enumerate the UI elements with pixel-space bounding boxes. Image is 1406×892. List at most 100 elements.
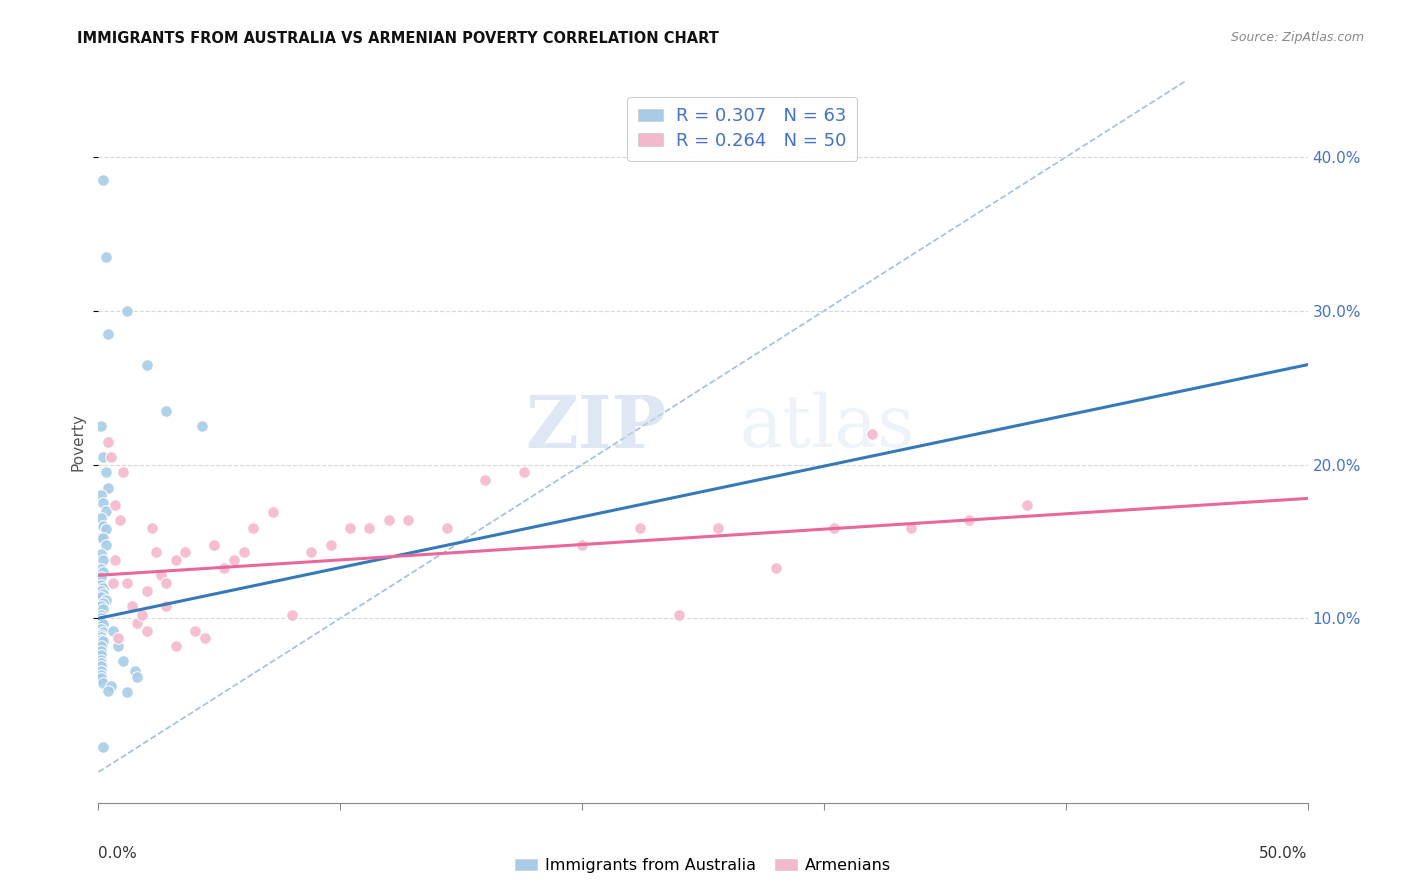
Point <box>90 488 112 502</box>
Point <box>101 576 124 591</box>
Point <box>174 545 197 559</box>
Point <box>90 628 112 642</box>
Point <box>281 608 304 623</box>
Point <box>90 622 112 636</box>
Point <box>212 560 235 574</box>
Point <box>108 513 131 527</box>
Point <box>100 450 122 464</box>
Point <box>91 553 114 567</box>
Point <box>155 404 177 418</box>
Point <box>127 670 149 684</box>
Point <box>104 498 127 512</box>
Point <box>90 630 112 644</box>
Text: 50.0%: 50.0% <box>1260 846 1308 861</box>
Point <box>100 679 122 693</box>
Point <box>90 656 112 670</box>
Point <box>111 465 134 479</box>
Point <box>91 587 114 601</box>
Point <box>90 653 112 667</box>
Point <box>155 599 177 613</box>
Point <box>706 521 728 535</box>
Point <box>121 599 143 613</box>
Point <box>90 615 112 629</box>
Point <box>165 639 187 653</box>
Point <box>90 643 112 657</box>
Text: Source: ZipAtlas.com: Source: ZipAtlas.com <box>1230 31 1364 45</box>
Point <box>124 664 146 678</box>
Legend: R = 0.307   N = 63, R = 0.264   N = 50: R = 0.307 N = 63, R = 0.264 N = 50 <box>627 96 858 161</box>
Text: atlas: atlas <box>740 392 915 462</box>
Point <box>900 521 922 535</box>
Point <box>127 615 149 630</box>
Point <box>90 511 112 525</box>
Text: IMMIGRANTS FROM AUSTRALIA VS ARMENIAN POVERTY CORRELATION CHART: IMMIGRANTS FROM AUSTRALIA VS ARMENIAN PO… <box>77 31 720 46</box>
Point <box>91 450 114 464</box>
Point <box>94 522 117 536</box>
Point <box>145 545 167 559</box>
Point <box>359 521 381 535</box>
Point <box>90 664 112 678</box>
Point <box>97 434 120 449</box>
Point <box>91 596 114 610</box>
Point <box>204 537 226 551</box>
Point <box>90 608 112 623</box>
Point <box>91 740 114 755</box>
Point <box>135 583 157 598</box>
Point <box>90 671 112 685</box>
Point <box>90 532 112 546</box>
Point <box>91 173 114 187</box>
Point <box>135 358 157 372</box>
Point <box>90 632 112 647</box>
Point <box>396 513 419 527</box>
Point <box>90 648 112 663</box>
Point <box>90 599 112 613</box>
Point <box>91 676 114 690</box>
Point <box>242 521 264 535</box>
Text: ZIP: ZIP <box>526 392 666 463</box>
Point <box>101 624 124 638</box>
Point <box>668 608 690 623</box>
Point <box>860 426 883 441</box>
Point <box>117 685 139 699</box>
Point <box>155 576 177 591</box>
Point <box>339 521 361 535</box>
Point <box>90 562 112 576</box>
Point <box>107 632 129 646</box>
Point <box>957 513 980 527</box>
Point <box>97 481 120 495</box>
Point <box>91 581 114 595</box>
Point <box>299 545 322 559</box>
Point <box>184 624 207 638</box>
Point <box>107 639 129 653</box>
Point <box>90 583 112 598</box>
Point <box>1015 498 1038 512</box>
Legend: Immigrants from Australia, Armenians: Immigrants from Australia, Armenians <box>508 852 898 880</box>
Point <box>91 602 114 616</box>
Point <box>150 568 173 582</box>
Point <box>91 634 114 648</box>
Point <box>232 545 254 559</box>
Point <box>91 519 114 533</box>
Point <box>262 505 284 519</box>
Point <box>97 326 120 341</box>
Point <box>222 553 245 567</box>
Point <box>191 419 214 434</box>
Point <box>94 250 117 264</box>
Point <box>474 473 496 487</box>
Point <box>90 659 112 673</box>
Point <box>117 304 139 318</box>
Point <box>135 624 157 638</box>
Point <box>91 625 114 640</box>
Point <box>90 419 112 434</box>
Point <box>628 521 651 535</box>
Point <box>111 654 134 668</box>
Point <box>104 553 127 567</box>
Point <box>90 639 112 653</box>
Point <box>319 537 342 551</box>
Point <box>94 465 117 479</box>
Point <box>91 496 114 510</box>
Point <box>91 532 114 546</box>
Point <box>94 537 117 551</box>
Point <box>823 521 845 535</box>
Point <box>90 668 112 682</box>
